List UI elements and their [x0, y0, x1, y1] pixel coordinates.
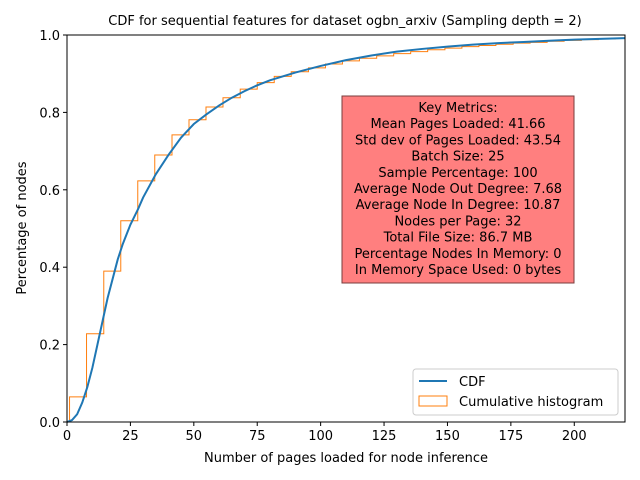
legend-cdf-label: CDF [459, 375, 486, 390]
chart-title: CDF for sequential features for dataset … [108, 14, 581, 29]
key-metric-line: Nodes per Page: 32 [394, 214, 521, 229]
cdf-series [66, 37, 626, 423]
key-metrics-background [341, 95, 575, 284]
x-tick-label: 125 [372, 429, 397, 444]
legend-frame [412, 368, 619, 416]
x-axis-ticks: 0 25 50 75 100 125 150 175 200 [63, 422, 587, 444]
x-tick-label: 0 [63, 429, 71, 444]
legend: CDF Cumulative histogram [412, 368, 619, 416]
key-metric-line: Percentage Nodes In Memory: 0 [354, 247, 561, 262]
x-tick-label: 100 [308, 429, 333, 444]
y-tick-label: 0.2 [39, 339, 60, 354]
cdf-line [66, 37, 626, 423]
y-tick-label: 0.6 [39, 184, 60, 199]
legend-histogram-label: Cumulative histogram [459, 395, 603, 410]
key-metric-line: Key Metrics: [418, 101, 497, 116]
x-tick-label: 75 [249, 429, 266, 444]
y-axis-ticks: 0.0 0.2 0.4 0.6 0.8 1.0 [39, 29, 67, 431]
key-metric-line: Std dev of Pages Loaded: 43.54 [355, 133, 561, 148]
legend-histogram-swatch [418, 395, 448, 407]
x-tick-label: 25 [122, 429, 139, 444]
x-tick-label: 50 [186, 429, 203, 444]
key-metrics-box: Key Metrics:Mean Pages Loaded: 41.66Std … [341, 95, 575, 284]
y-tick-label: 0.4 [39, 261, 60, 276]
key-metric-line: Mean Pages Loaded: 41.66 [370, 117, 545, 132]
y-axis-label: Percentage of nodes [15, 161, 30, 294]
plot-frame [66, 34, 626, 423]
key-metric-line: Sample Percentage: 100 [378, 166, 537, 181]
key-metric-line: Batch Size: 25 [411, 150, 504, 165]
key-metric-line: Average Node In Degree: 10.87 [356, 198, 561, 213]
y-tick-label: 1.0 [39, 29, 60, 44]
key-metric-line: Total File Size: 86.7 MB [383, 231, 533, 246]
key-metric-line: In Memory Space Used: 0 bytes [355, 263, 561, 278]
y-tick-label: 0.8 [39, 106, 60, 121]
x-tick-label: 175 [498, 429, 523, 444]
x-tick-label: 150 [435, 429, 460, 444]
key-metric-line: Average Node Out Degree: 7.68 [354, 182, 562, 197]
y-tick-label: 0.0 [39, 416, 60, 431]
x-tick-label: 200 [562, 429, 587, 444]
x-axis-label: Number of pages loaded for node inferenc… [204, 451, 488, 466]
